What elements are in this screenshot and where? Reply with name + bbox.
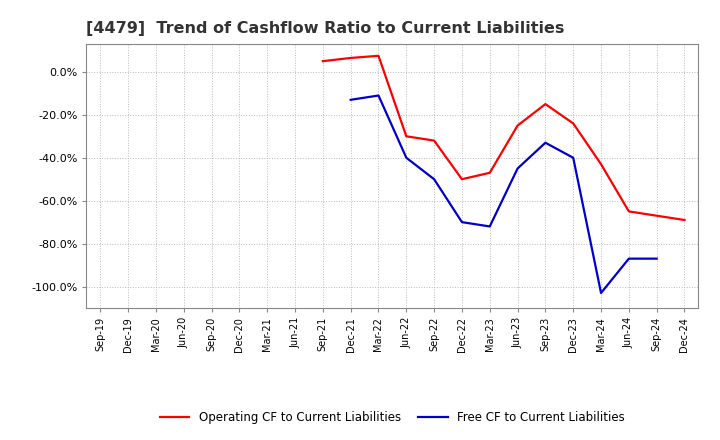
- Free CF to Current Liabilities: [624, 256, 633, 261]
- Free CF to Current Liabilities: [652, 256, 661, 261]
- Free CF to Current Liabilities: [597, 290, 606, 296]
- Free CF to Current Liabilities: [513, 166, 522, 171]
- Operating CF to Current Liabilities: [680, 217, 689, 223]
- Operating CF to Current Liabilities: [513, 123, 522, 128]
- Line: Operating CF to Current Liabilities: Operating CF to Current Liabilities: [323, 56, 685, 220]
- Text: [4479]  Trend of Cashflow Ratio to Current Liabilities: [4479] Trend of Cashflow Ratio to Curren…: [86, 21, 564, 36]
- Operating CF to Current Liabilities: [318, 59, 327, 64]
- Operating CF to Current Liabilities: [569, 121, 577, 126]
- Free CF to Current Liabilities: [569, 155, 577, 161]
- Operating CF to Current Liabilities: [624, 209, 633, 214]
- Free CF to Current Liabilities: [374, 93, 383, 98]
- Free CF to Current Liabilities: [485, 224, 494, 229]
- Operating CF to Current Liabilities: [597, 161, 606, 167]
- Free CF to Current Liabilities: [430, 176, 438, 182]
- Free CF to Current Liabilities: [541, 140, 550, 145]
- Operating CF to Current Liabilities: [458, 176, 467, 182]
- Operating CF to Current Liabilities: [374, 53, 383, 59]
- Operating CF to Current Liabilities: [652, 213, 661, 218]
- Operating CF to Current Liabilities: [430, 138, 438, 143]
- Operating CF to Current Liabilities: [485, 170, 494, 176]
- Free CF to Current Liabilities: [402, 155, 410, 161]
- Operating CF to Current Liabilities: [346, 55, 355, 61]
- Line: Free CF to Current Liabilities: Free CF to Current Liabilities: [351, 95, 657, 293]
- Free CF to Current Liabilities: [458, 220, 467, 225]
- Operating CF to Current Liabilities: [402, 134, 410, 139]
- Operating CF to Current Liabilities: [541, 102, 550, 107]
- Legend: Operating CF to Current Liabilities, Free CF to Current Liabilities: Operating CF to Current Liabilities, Fre…: [155, 407, 630, 429]
- Free CF to Current Liabilities: [346, 97, 355, 103]
